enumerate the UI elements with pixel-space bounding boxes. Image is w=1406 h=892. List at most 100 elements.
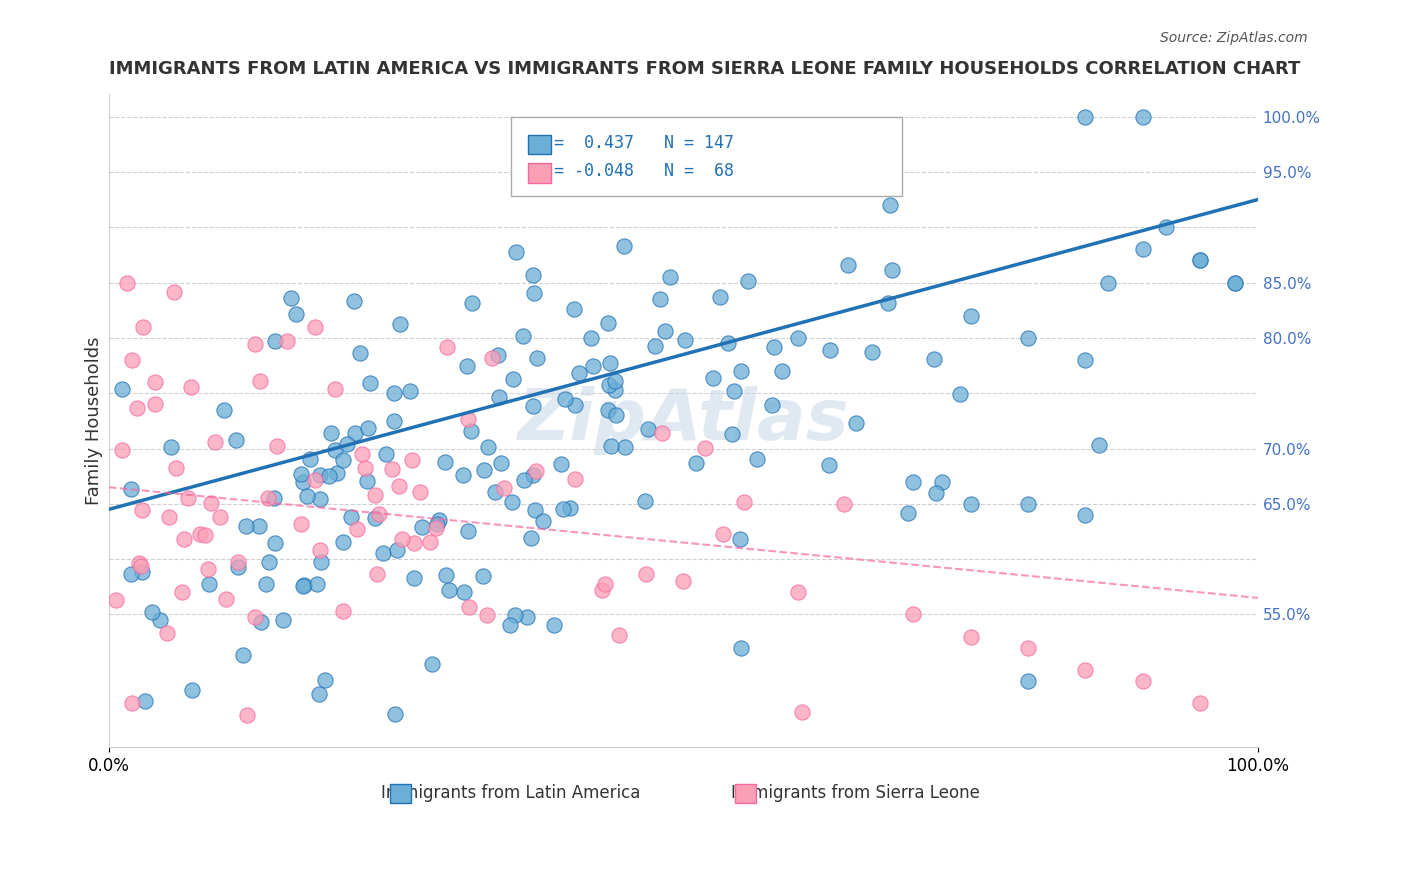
Point (721, 426, 744, 441)
Point (402, 571, 425, 585)
Point (613, 239, 636, 253)
Point (382, 414, 405, 428)
Point (215, 592, 238, 607)
Point (851, 166, 873, 180)
Point (198, 576, 221, 591)
Point (254, 576, 277, 591)
Point (354, 460, 377, 475)
Text: R =  0.437   N = 147: R = 0.437 N = 147 (534, 135, 734, 153)
Point (503, 607, 526, 622)
Y-axis label: Family Households: Family Households (86, 336, 103, 505)
Point (658, 270, 681, 285)
Point (1189, 253, 1212, 268)
Point (531, 514, 554, 528)
Point (436, 341, 458, 355)
Point (401, 452, 423, 467)
Point (730, 364, 752, 378)
Point (247, 518, 270, 533)
Point (371, 545, 394, 559)
Point (499, 617, 522, 632)
Point (581, 331, 603, 345)
Point (226, 560, 249, 574)
Point (204, 434, 226, 449)
Point (558, 500, 581, 515)
Point (959, 309, 981, 323)
Point (1017, 640, 1039, 655)
Point (364, 488, 387, 502)
FancyBboxPatch shape (510, 117, 901, 195)
Point (502, 372, 524, 386)
Point (318, 469, 340, 483)
Point (876, 296, 898, 310)
Point (879, 198, 901, 212)
Point (651, 425, 673, 440)
Point (595, 576, 617, 591)
Point (818, 343, 841, 358)
Point (654, 324, 676, 338)
Point (115, 276, 138, 290)
Point (402, 536, 425, 550)
Point (600, 439, 623, 453)
Point (1088, 438, 1111, 452)
Point (243, 336, 266, 351)
Point (263, 491, 285, 505)
Point (922, 352, 945, 367)
Point (343, 293, 366, 308)
Point (194, 528, 217, 542)
Point (457, 599, 479, 614)
Point (311, 555, 333, 569)
Point (120, 567, 142, 582)
Point (290, 467, 312, 481)
Point (717, 336, 740, 351)
Point (931, 475, 953, 489)
Point (523, 285, 546, 300)
Point (582, 359, 605, 374)
Point (457, 524, 479, 538)
Point (323, 442, 346, 457)
Point (381, 461, 404, 475)
Point (603, 374, 626, 388)
Point (388, 479, 411, 493)
Point (208, 509, 231, 524)
Point (484, 484, 506, 499)
Point (644, 339, 666, 353)
Text: Immigrants from Latin America: Immigrants from Latin America (381, 784, 641, 802)
Point (391, 532, 413, 546)
Point (132, 319, 155, 334)
Point (291, 475, 314, 490)
Point (477, 441, 499, 455)
Point (411, 520, 433, 534)
Point (434, 567, 457, 582)
Point (554, 392, 576, 406)
Point (516, 609, 538, 624)
Point (818, 458, 841, 473)
Point (257, 491, 280, 505)
Point (439, 582, 461, 597)
Point (598, 378, 620, 392)
Point (553, 501, 575, 516)
Point (188, 527, 211, 541)
Point (332, 604, 354, 618)
Point (299, 452, 322, 467)
Point (491, 456, 513, 470)
Point (1189, 696, 1212, 710)
Point (163, 285, 186, 299)
Point (149, 613, 172, 627)
FancyBboxPatch shape (529, 163, 551, 183)
Point (243, 610, 266, 624)
Point (1223, 276, 1246, 290)
Point (471, 569, 494, 583)
Point (453, 585, 475, 599)
Point (304, 320, 326, 334)
Point (614, 441, 637, 455)
Point (959, 497, 981, 511)
Point (596, 403, 619, 417)
Point (1223, 276, 1246, 290)
Text: R = -0.048   N =  68: R = -0.048 N = 68 (534, 162, 734, 180)
Point (129, 559, 152, 574)
Point (522, 268, 544, 283)
Point (105, 592, 128, 607)
Point (787, 585, 810, 599)
Point (308, 688, 330, 702)
Point (790, 706, 813, 720)
